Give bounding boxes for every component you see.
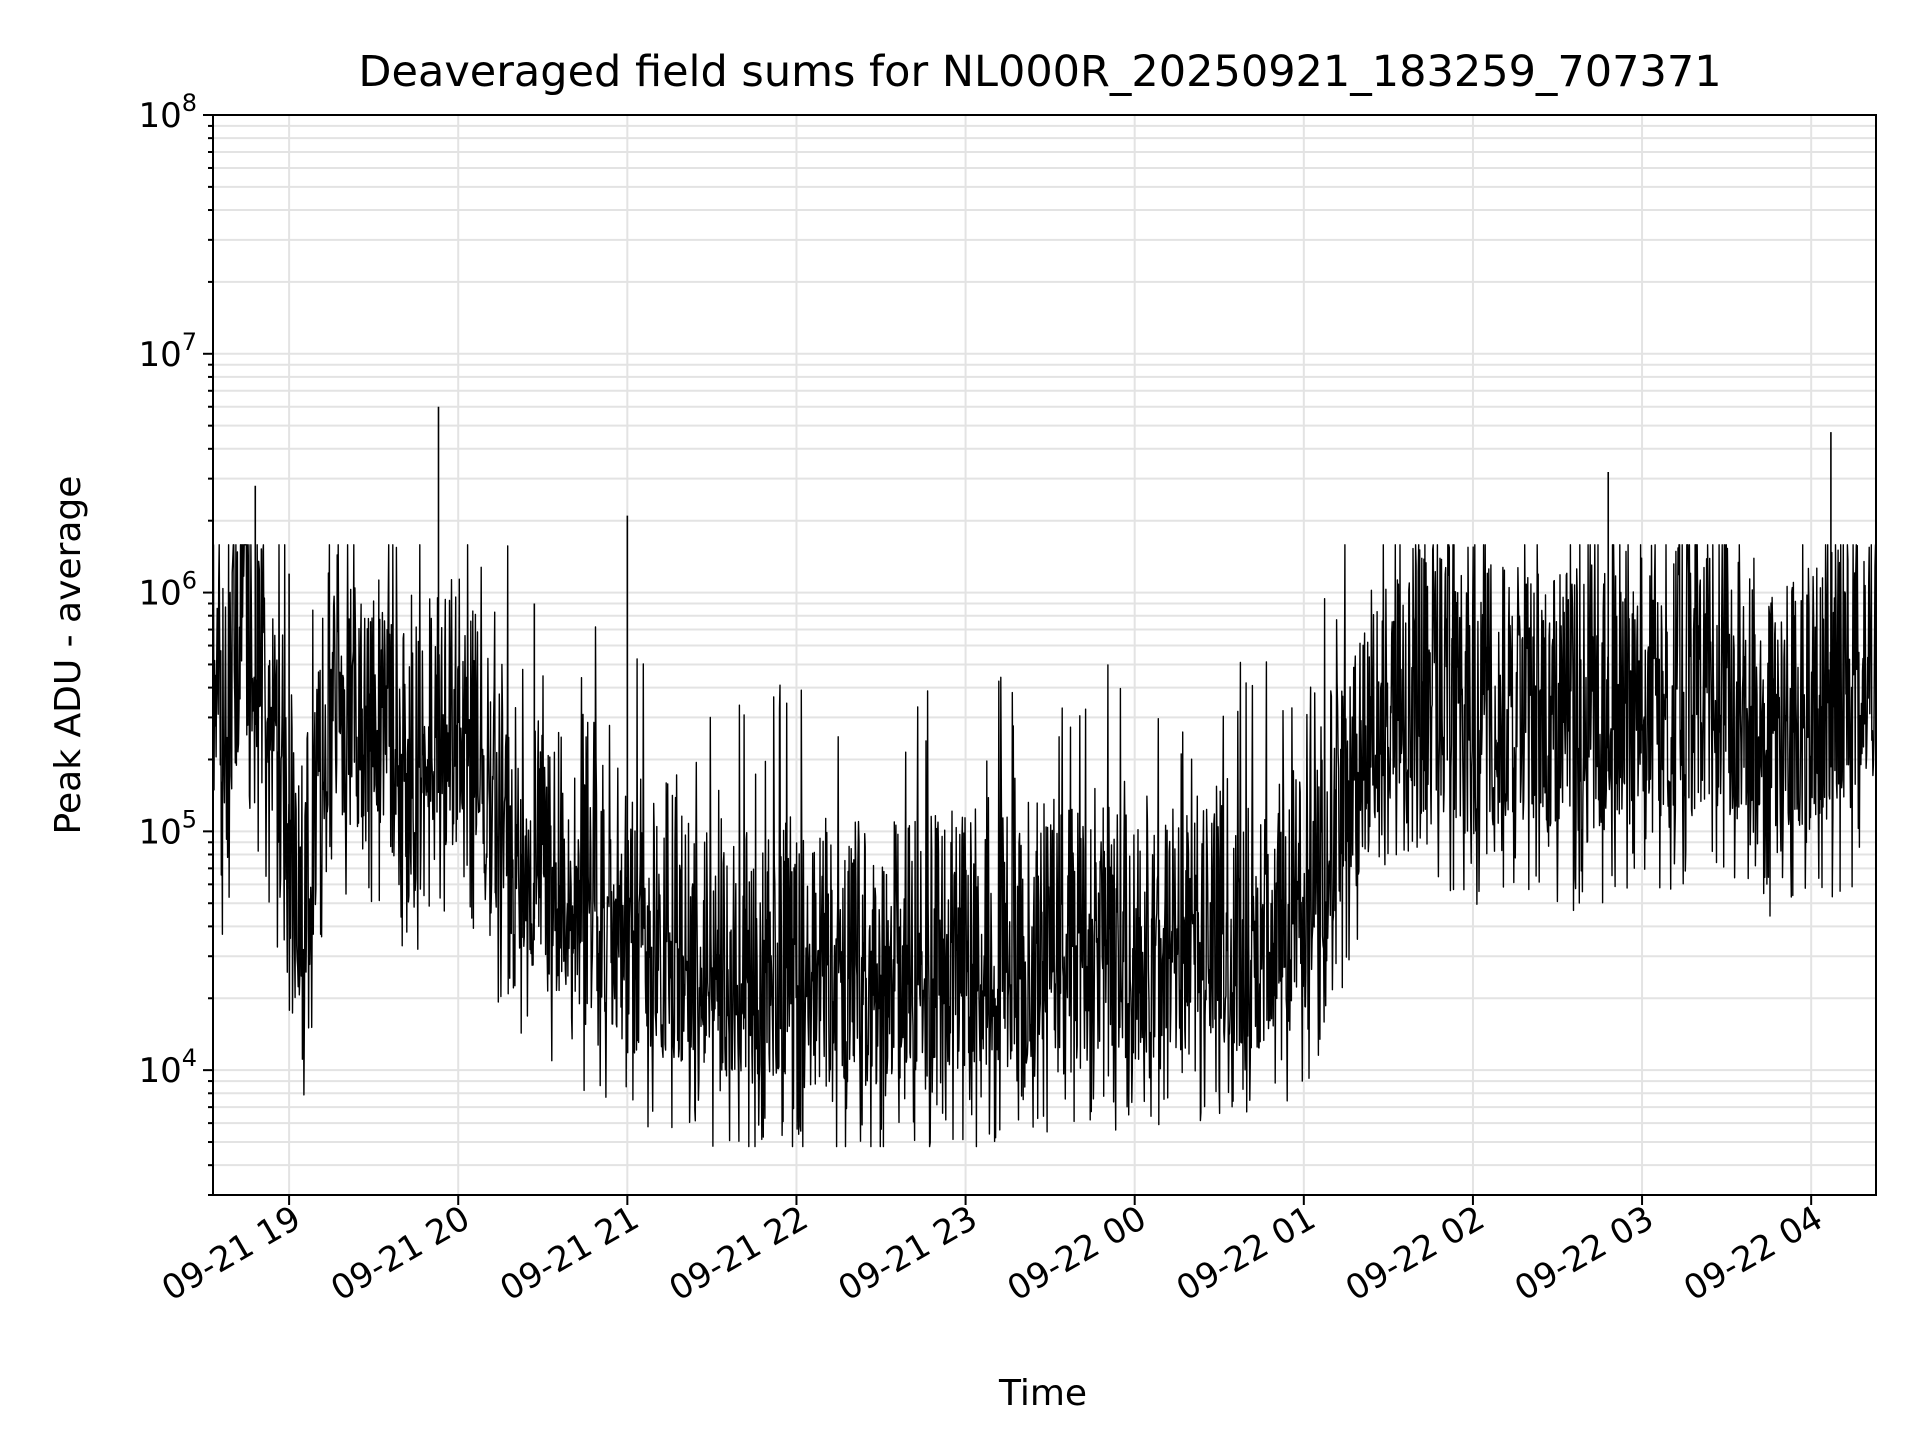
x-axis-title: Time	[998, 1373, 1087, 1414]
plot-area-frame	[212, 114, 1877, 1196]
y-tick-label: 106	[138, 567, 197, 614]
y-tick-label: 104	[138, 1044, 197, 1091]
y-tick-label: 105	[138, 805, 197, 852]
series-line	[212, 544, 1877, 1148]
y-tick-label: 108	[138, 89, 197, 136]
chart-title: Deaveraged field sums for NL000R_2025092…	[358, 47, 1721, 97]
series-lines	[212, 406, 1877, 1148]
y-axis-title: Peak ADU - average	[48, 476, 89, 835]
y-tick-label: 107	[138, 328, 197, 375]
